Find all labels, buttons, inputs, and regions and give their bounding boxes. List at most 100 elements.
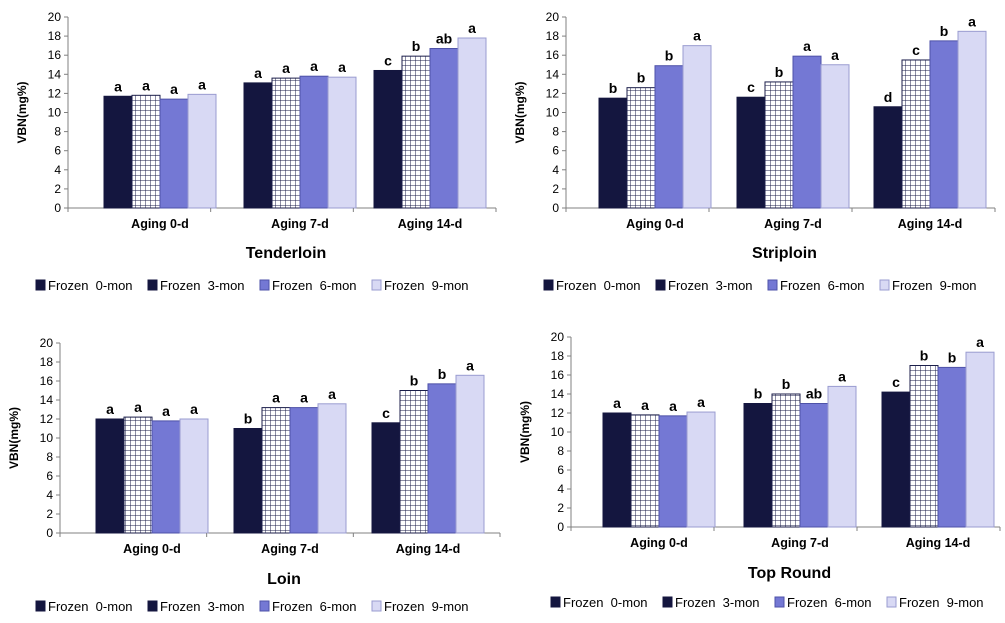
bar-data-label: b xyxy=(438,366,447,382)
y-tick-label: 20 xyxy=(48,10,62,24)
y-tick-label: 16 xyxy=(546,48,560,62)
x-tick-label: Aging 7-d xyxy=(771,536,829,550)
bar-data-label: a xyxy=(697,394,705,410)
y-axis-label: VBN(mg%) xyxy=(518,401,532,463)
bar-data-label: a xyxy=(106,401,114,417)
legend-label: Frozen 0-mon xyxy=(48,278,133,293)
x-tick-label: Aging 14-d xyxy=(398,217,463,231)
y-tick-label: 16 xyxy=(40,374,54,388)
legend-label: Frozen 9-mon xyxy=(892,278,977,293)
bar-data-label: a xyxy=(466,357,474,373)
y-tick-label: 14 xyxy=(40,393,54,407)
legend-swatch xyxy=(35,600,46,612)
y-axis-label: VBN(mg%) xyxy=(7,407,21,469)
bar-data-label: b xyxy=(665,48,674,64)
bar xyxy=(909,365,939,528)
x-tick-label: Aging 0-d xyxy=(626,217,684,231)
bar xyxy=(457,37,487,209)
y-tick-label: 14 xyxy=(551,387,565,401)
bar-data-label: a xyxy=(282,60,290,76)
y-tick-label: 4 xyxy=(552,163,559,177)
bar-data-label: b xyxy=(609,80,618,96)
bar-data-label: a xyxy=(968,13,976,29)
bar-data-label: a xyxy=(338,59,346,75)
bar xyxy=(602,412,632,528)
x-tick-label: Aging 0-d xyxy=(630,536,688,550)
legend-swatch xyxy=(371,600,382,612)
y-tick-label: 8 xyxy=(54,125,61,139)
bar xyxy=(243,82,273,209)
bar xyxy=(179,418,209,534)
bar-data-label: a xyxy=(310,58,318,74)
legend-swatch xyxy=(550,596,561,608)
bar xyxy=(401,55,431,209)
y-tick-label: 6 xyxy=(557,463,564,477)
bar xyxy=(95,418,125,534)
y-tick-label: 4 xyxy=(54,163,61,177)
y-tick-label: 8 xyxy=(552,125,559,139)
legend-label: Frozen 0-mon xyxy=(48,599,133,614)
bar-data-label: c xyxy=(382,405,390,421)
y-tick-label: 6 xyxy=(54,144,61,158)
bar xyxy=(736,96,766,209)
bar xyxy=(289,407,319,534)
bar-data-label: d xyxy=(884,89,893,105)
y-tick-label: 4 xyxy=(557,482,564,496)
y-tick-label: 6 xyxy=(552,144,559,158)
y-tick-label: 20 xyxy=(551,330,565,344)
legend-label: Frozen 6-mon xyxy=(780,278,865,293)
chart-panel-2: 0 2 4 6 8 10 12 14 16 18 20 VBN(mg%) a a a a Aging 0-d b a… xyxy=(7,336,501,614)
bar xyxy=(317,403,347,534)
legend-swatch xyxy=(879,279,890,291)
legend-label: Frozen 9-mon xyxy=(384,278,469,293)
legend-swatch xyxy=(662,596,673,608)
bar xyxy=(827,385,857,528)
bar-data-label: a xyxy=(693,28,701,44)
x-tick-label: Aging 14-d xyxy=(396,542,461,556)
bar xyxy=(187,93,217,209)
y-tick-label: 16 xyxy=(551,368,565,382)
y-tick-label: 14 xyxy=(546,67,560,81)
bar-data-label: b xyxy=(920,348,929,364)
bar xyxy=(686,411,716,528)
y-tick-label: 2 xyxy=(46,507,53,521)
legend-label: Frozen 9-mon xyxy=(899,595,984,610)
chart-panel-3: 0 2 4 6 8 10 12 14 16 18 20 VBN(mg%) a a a a Aging 0-d b b… xyxy=(518,330,1001,610)
y-tick-label: 12 xyxy=(40,412,54,426)
chart-title: Loin xyxy=(267,571,301,588)
bar-data-label: a xyxy=(613,395,621,411)
bar-data-label: a xyxy=(669,398,677,414)
bar-data-label: b xyxy=(244,411,253,427)
bar xyxy=(327,76,357,209)
legend-swatch xyxy=(655,279,666,291)
bar xyxy=(873,106,903,209)
chart-title: Top Round xyxy=(748,565,831,582)
bar xyxy=(233,428,263,534)
bar xyxy=(427,383,457,534)
bar-data-label: a xyxy=(170,81,178,97)
legend-label: Frozen 6-mon xyxy=(272,599,357,614)
y-tick-label: 4 xyxy=(46,488,53,502)
legend-label: Frozen 9-mon xyxy=(384,599,469,614)
y-tick-label: 18 xyxy=(546,29,560,43)
chart-title: Tenderloin xyxy=(246,245,327,262)
bar-data-label: a xyxy=(254,65,262,81)
bar-data-label: a xyxy=(198,76,206,92)
bar-data-label: b xyxy=(775,64,784,80)
bar xyxy=(743,403,773,528)
y-tick-label: 20 xyxy=(546,10,560,24)
x-tick-label: Aging 7-d xyxy=(271,217,329,231)
legend: Frozen 0-mon Frozen 3-mon Frozen 6-mon Froz… xyxy=(543,278,977,293)
bar-data-label: a xyxy=(468,20,476,36)
legend-swatch xyxy=(147,600,158,612)
bar-data-label: a xyxy=(641,397,649,413)
legend-label: Frozen 3-mon xyxy=(160,599,245,614)
legend-swatch xyxy=(886,596,897,608)
y-tick-label: 6 xyxy=(46,469,53,483)
bar xyxy=(957,30,987,209)
chart-panel-1: 0 2 4 6 8 10 12 14 16 18 20 VBN(mg%) b b b a Aging 0-d c b… xyxy=(513,10,996,293)
y-tick-label: 8 xyxy=(557,444,564,458)
legend-swatch xyxy=(259,279,270,291)
